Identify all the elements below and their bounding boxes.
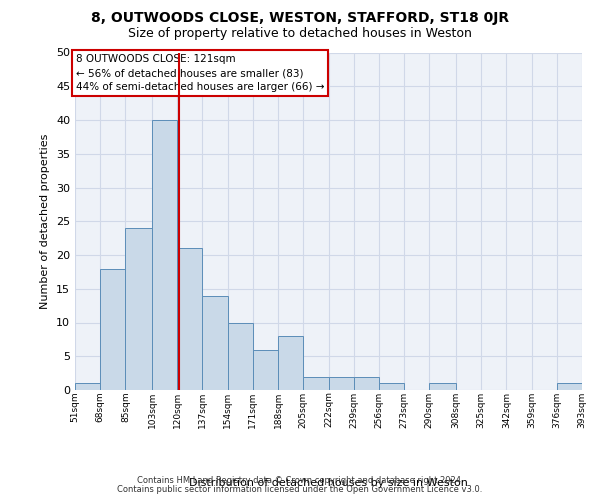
Text: 8 OUTWOODS CLOSE: 121sqm
← 56% of detached houses are smaller (83)
44% of semi-d: 8 OUTWOODS CLOSE: 121sqm ← 56% of detach… (76, 54, 324, 92)
Bar (430, 383, 456, 390)
Bar (303, 376, 329, 390)
Bar (177, 248, 202, 390)
Bar (557, 383, 582, 390)
Bar (202, 296, 227, 390)
Bar (329, 376, 354, 390)
Bar (100, 268, 125, 390)
Bar (227, 322, 253, 390)
Bar (278, 336, 303, 390)
X-axis label: Distribution of detached houses by size in Weston: Distribution of detached houses by size … (189, 478, 468, 488)
Text: Contains HM Land Registry data © Crown copyright and database right 2024.: Contains HM Land Registry data © Crown c… (137, 476, 463, 485)
Bar (253, 350, 278, 390)
Bar (152, 120, 177, 390)
Y-axis label: Number of detached properties: Number of detached properties (40, 134, 50, 309)
Text: Contains public sector information licensed under the Open Government Licence v3: Contains public sector information licen… (118, 485, 482, 494)
Text: 8, OUTWOODS CLOSE, WESTON, STAFFORD, ST18 0JR: 8, OUTWOODS CLOSE, WESTON, STAFFORD, ST1… (91, 11, 509, 25)
Bar (379, 383, 404, 390)
Bar (354, 376, 379, 390)
Text: Size of property relative to detached houses in Weston: Size of property relative to detached ho… (128, 28, 472, 40)
Bar (125, 228, 152, 390)
Bar (75, 383, 100, 390)
